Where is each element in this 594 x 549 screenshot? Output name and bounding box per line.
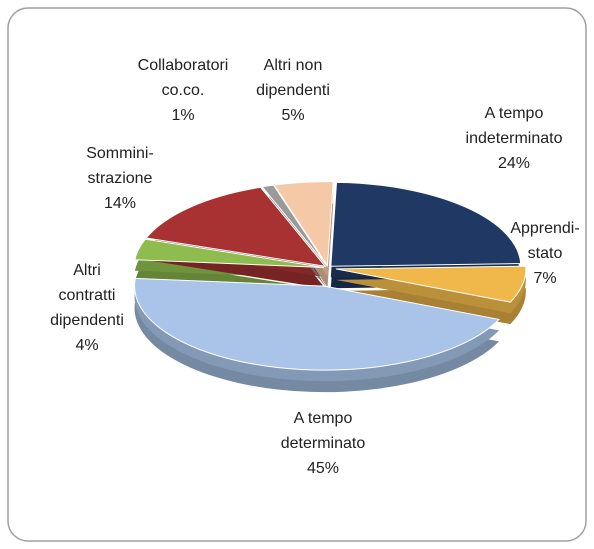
- category-label: A tempo determinato: [281, 410, 366, 452]
- slice: [261, 184, 328, 267]
- value-label: 4%: [75, 337, 98, 354]
- category-label: Collaboratori co.co.: [138, 57, 229, 99]
- category-label: A tempo indeterminato: [466, 105, 563, 147]
- value-label: 14%: [104, 195, 136, 212]
- labels: A tempo indeterminato 24% Apprendi-stato 7% A…: [50, 57, 580, 477]
- category-label: Altri non dipendenti: [256, 57, 330, 99]
- category-label: Apprendi-stato: [510, 220, 579, 262]
- value-label: 1%: [171, 107, 194, 124]
- pie-tops: [134, 181, 527, 371]
- category-label: Sommini-strazione: [86, 145, 154, 187]
- slice: [134, 238, 325, 268]
- value-label: 45%: [307, 460, 339, 477]
- value-label: 24%: [498, 155, 530, 172]
- value-label: 7%: [533, 270, 556, 287]
- slice: [134, 277, 501, 371]
- slice: [330, 181, 522, 267]
- slice: [145, 186, 327, 268]
- value-label: 5%: [281, 107, 304, 124]
- slice: [335, 265, 527, 303]
- slice: [273, 181, 334, 268]
- category-label: Altri contratti dipendenti: [50, 262, 124, 329]
